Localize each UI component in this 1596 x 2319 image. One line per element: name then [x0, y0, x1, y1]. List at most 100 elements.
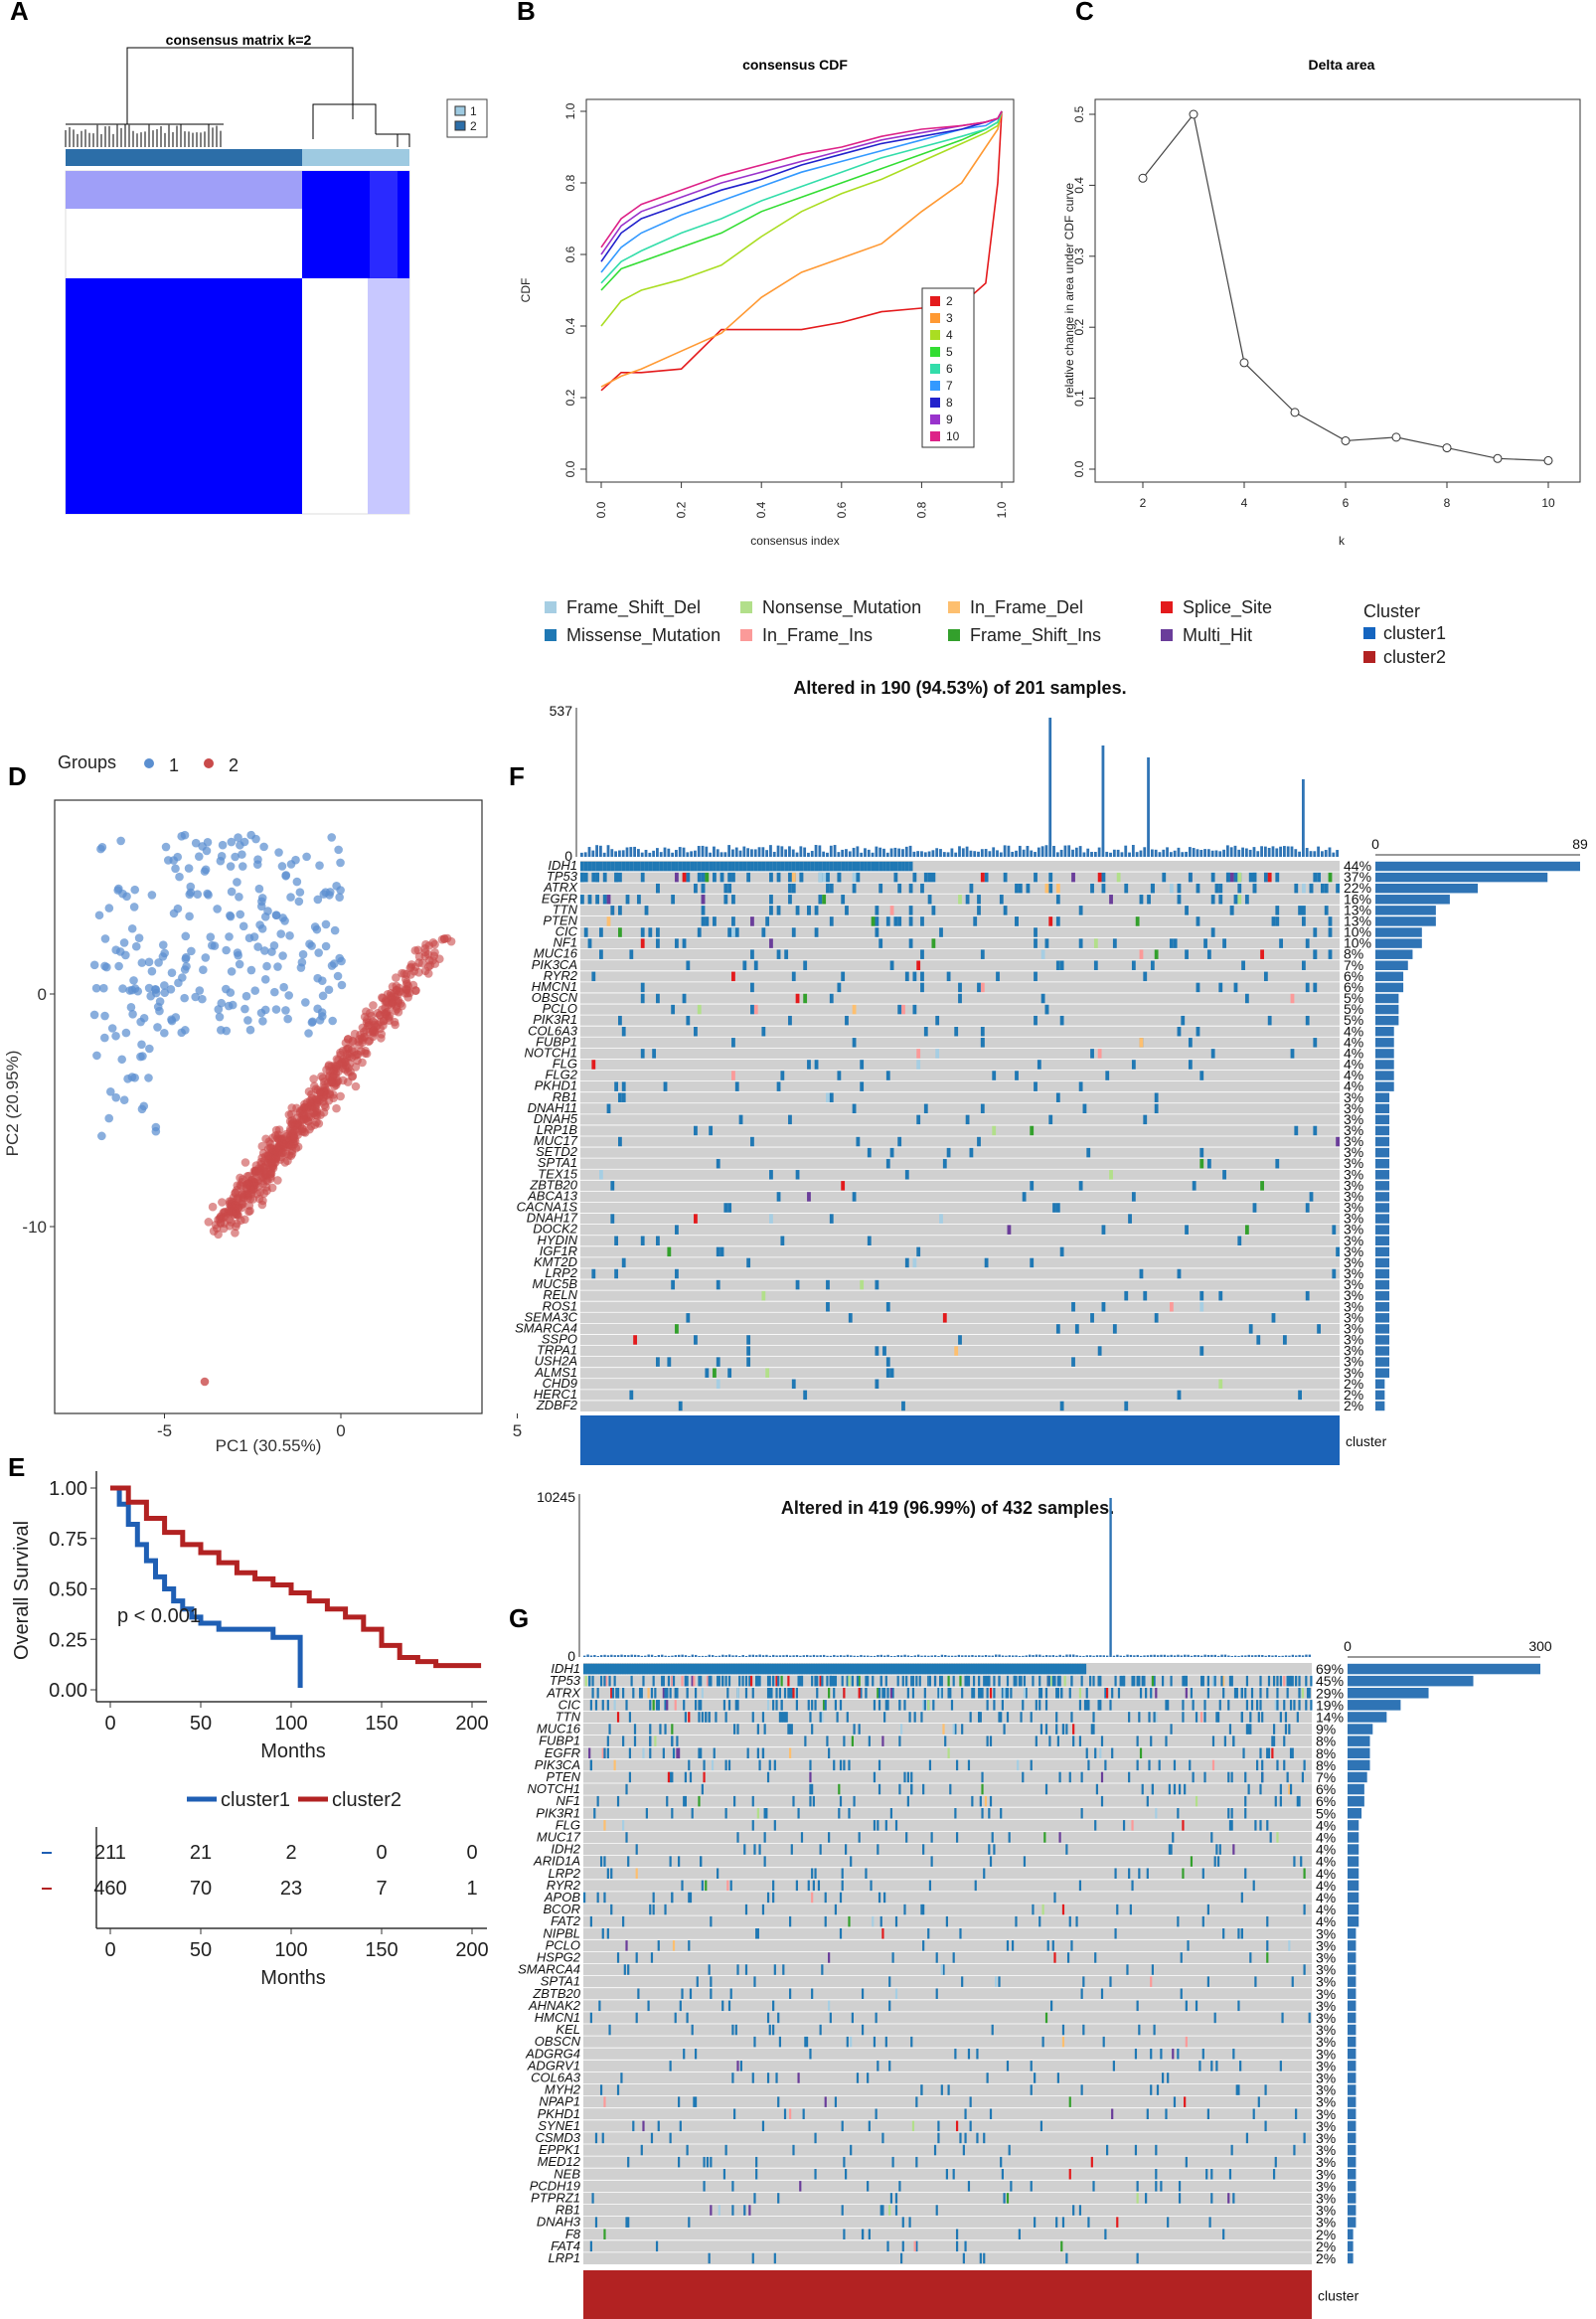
- mutation-cell: [878, 1783, 881, 1795]
- mutation-cell: [802, 1663, 805, 1675]
- panel-a-title: consensus matrix k=2: [166, 32, 312, 48]
- mutation-cell: [717, 1675, 719, 1687]
- right-bar: [1375, 1004, 1399, 1015]
- mutation-cell: [1201, 1915, 1204, 1927]
- pca-point-group1: [315, 1016, 325, 1025]
- right-bar: [1375, 927, 1422, 937]
- mutation-cell: [1293, 2144, 1296, 2156]
- top-bar: [731, 1655, 734, 1657]
- top-bar: [873, 1655, 877, 1657]
- mutation-cell: [623, 1663, 626, 1675]
- top-bar: [640, 1655, 644, 1657]
- mutation-cell: [588, 1663, 591, 1675]
- gene-label: MUC5B: [532, 1276, 577, 1291]
- mutation-cell: [1147, 895, 1151, 905]
- mutation-cell: [954, 1663, 957, 1675]
- mutation-cell: [1267, 1747, 1271, 1758]
- mutation-cell: [1055, 1712, 1058, 1723]
- top-bar: [1093, 852, 1097, 857]
- pca-point-group1: [286, 893, 295, 902]
- top-bar: [885, 852, 889, 857]
- x-tick-label: 0.0: [594, 501, 608, 518]
- mutation-cell: [1208, 2217, 1211, 2228]
- mutation-cell: [726, 1688, 729, 1699]
- mutation-cell: [627, 2156, 630, 2168]
- mutation-cell: [952, 1675, 955, 1687]
- mutation-cell: [782, 1712, 785, 1723]
- mutation-cell: [1003, 872, 1008, 883]
- top-bar: [1160, 1654, 1163, 1657]
- mutation-cell: [589, 1663, 592, 1675]
- top-bar: [1156, 1655, 1160, 1657]
- top-bar: [757, 847, 761, 857]
- mutation-cell: [1324, 906, 1329, 915]
- mutation-cell: [1000, 1808, 1003, 1819]
- mutation-cell: [885, 1158, 890, 1169]
- mutation-cell: [721, 1675, 724, 1687]
- risk-x-tick-label: 150: [365, 1939, 398, 1961]
- mutation-cell: [1082, 1663, 1085, 1675]
- mutation-cell: [844, 2169, 848, 2180]
- mutation-cell: [598, 2000, 601, 2012]
- mutation-cell: [920, 2084, 923, 2095]
- mutation-cell: [974, 1663, 977, 1675]
- mutation-cell: [884, 1700, 887, 1711]
- mutation-cell: [998, 1675, 1001, 1687]
- y-tick-label: 1.00: [49, 1478, 87, 1500]
- mutation-cell: [1034, 2072, 1037, 2083]
- mutation-cell: [1235, 2084, 1238, 2095]
- mutation-cell: [1198, 2061, 1201, 2071]
- pct-label: 6%: [1344, 968, 1363, 984]
- top-bar: [1177, 847, 1181, 857]
- mutation-cell: [766, 1688, 770, 1699]
- mutation-cell: [772, 2000, 775, 2012]
- mutation-cell: [812, 1795, 815, 1807]
- mutation-cell: [989, 1688, 993, 1699]
- mutation-cell: [1210, 927, 1215, 937]
- y-tick-label: 0.8: [563, 174, 577, 191]
- mutation-cell: [688, 1892, 691, 1904]
- mutation-cell: [622, 1663, 625, 1675]
- mutation-cell: [775, 1700, 778, 1711]
- mutation-cell: [682, 993, 687, 1004]
- mutation-cell: [618, 1136, 622, 1147]
- mutation-cell: [933, 1663, 937, 1675]
- top-bar: [1128, 852, 1131, 857]
- mutation-cell: [1192, 1181, 1197, 1191]
- pca-point-group2: [263, 1151, 272, 1160]
- pca-point-group2: [229, 1210, 239, 1220]
- mutation-cell: [889, 1663, 893, 1675]
- top-bar: [901, 849, 904, 857]
- mutation-cell: [977, 895, 981, 905]
- pca-point-group1: [161, 842, 171, 852]
- mutation-cell: [1077, 1663, 1080, 1675]
- top-bar: [1213, 1654, 1216, 1657]
- mutation-cell: [821, 1964, 824, 1975]
- mutation-cell: [1048, 1736, 1051, 1746]
- top-bar: [930, 1655, 933, 1657]
- mutation-cell: [766, 1892, 770, 1904]
- pca-point-group1: [144, 1074, 153, 1082]
- mutation-cell: [621, 1257, 626, 1268]
- mutation-cell: [775, 2072, 778, 2083]
- mutation-cell: [744, 1964, 748, 1975]
- mutation-cell: [706, 1675, 710, 1687]
- mutation-cell: [853, 1663, 856, 1675]
- pca-point-group1: [260, 912, 270, 921]
- mutation-cell: [710, 1988, 713, 1999]
- top-bar: [1044, 1655, 1048, 1657]
- mutation-cell: [797, 1675, 800, 1687]
- mutation-cell: [1026, 883, 1031, 894]
- top-bar: [583, 852, 587, 857]
- top-bar: [791, 849, 795, 857]
- y-tick-label: 1.0: [563, 102, 577, 119]
- mutation-cell: [696, 1976, 699, 1987]
- pca-point-group1: [153, 1023, 162, 1032]
- pca-point-group1: [206, 932, 216, 941]
- mutation-cell: [761, 1027, 766, 1037]
- mutation-cell: [792, 2144, 795, 2156]
- mutation-cell: [691, 2024, 694, 2036]
- mutation-cell: [1288, 1675, 1291, 1687]
- mutation-cell: [1068, 1663, 1071, 1675]
- mutation-legend-swatch: [545, 629, 557, 641]
